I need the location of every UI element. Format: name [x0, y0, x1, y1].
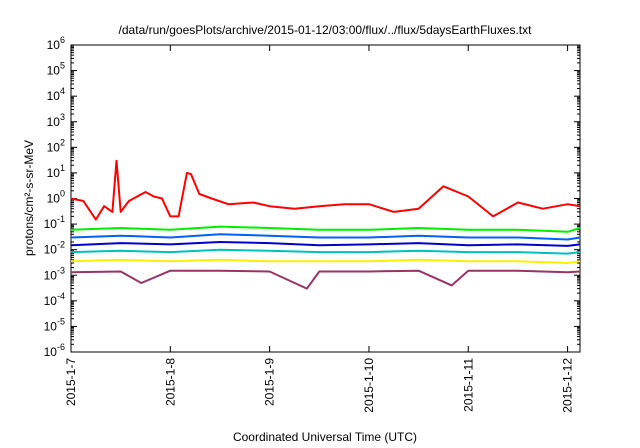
y-tick-label: 103 [47, 112, 65, 129]
series-line-3 [70, 241, 581, 247]
y-tick-label: 10-4 [44, 291, 65, 308]
series-line-1 [70, 225, 581, 233]
series-line-4 [70, 248, 581, 255]
plot-frame [70, 44, 581, 353]
y-tick-label: 105 [47, 61, 65, 78]
x-tick-label: 2015-1-10 [362, 358, 376, 413]
x-axis-label: Coordinated Universal Time (UTC) [233, 430, 417, 444]
y-axis-label: protons/cm²-s-sr-MeV [22, 140, 36, 256]
plot-area: 10-6 10-5 10-4 10-3 10-2 10-1 100 101 102 103 104 1… [44, 35, 581, 413]
y-tick-label: 10-1 [44, 214, 65, 231]
x-tick-label: 2015-1-7 [64, 358, 78, 406]
y-tick-label: 101 [47, 163, 65, 180]
x-axis-ticks: 2015-1-7 2015-1-8 2015-1-9 2015-1-10 2015-1-… [64, 45, 575, 413]
y-tick-label: 100 [47, 189, 65, 206]
y-tick-label: 10-6 [44, 342, 65, 359]
series-line-2 [70, 233, 581, 241]
x-tick-label: 2015-1-9 [263, 358, 277, 406]
series-line-0 [70, 159, 581, 221]
y-tick-label: 102 [47, 137, 65, 154]
y-tick-label: 10-3 [44, 265, 65, 282]
x-tick-label: 2015-1-11 [461, 358, 475, 412]
series-line-5 [70, 258, 581, 264]
y-tick-label: 106 [47, 35, 65, 52]
x-tick-label: 2015-1-8 [163, 358, 177, 406]
x-tick-label: 2015-1-12 [561, 358, 575, 413]
y-tick-label: 104 [47, 86, 65, 103]
chart-title: /data/run/goesPlots/archive/2015-01-12/0… [119, 23, 533, 37]
series-line-6 [70, 269, 581, 290]
y-tick-label: 10-5 [44, 316, 65, 333]
y-tick-label: 10-2 [44, 240, 65, 257]
data-series [70, 159, 581, 290]
y-axis-ticks: 10-6 10-5 10-4 10-3 10-2 10-1 100 101 102 103 104 1… [44, 35, 580, 359]
